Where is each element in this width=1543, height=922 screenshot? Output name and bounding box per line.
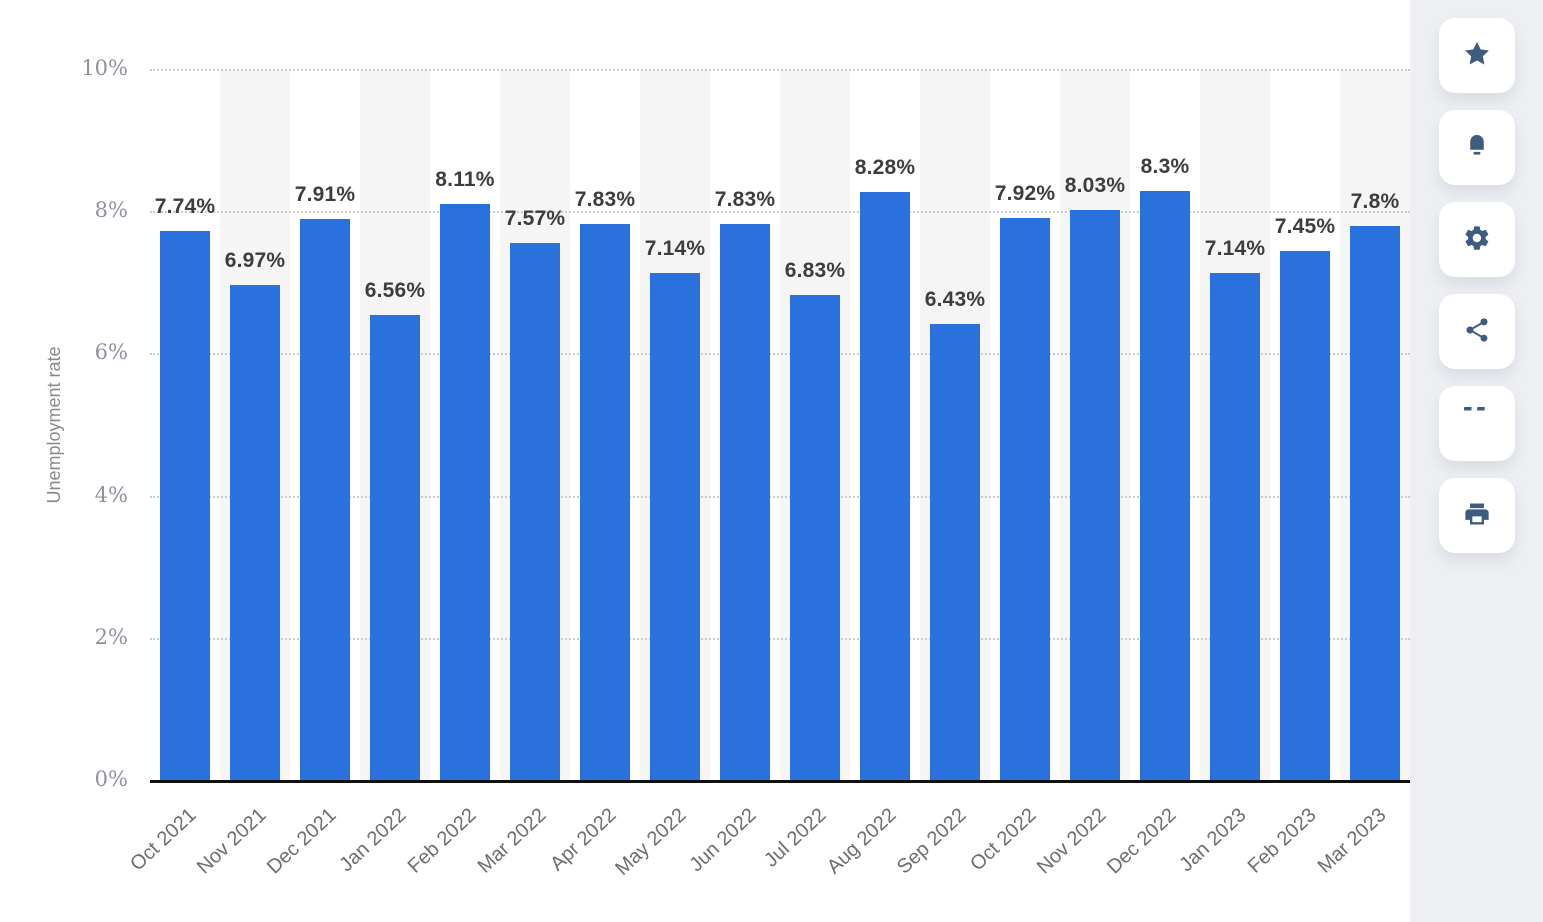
bar-value-label: 7.45% — [1274, 215, 1336, 239]
bar-value-label: 7.57% — [504, 206, 566, 230]
x-axis-label: Oct 2021 — [126, 803, 201, 876]
bar-value-label: 8.03% — [1064, 174, 1126, 198]
bar[interactable] — [300, 218, 350, 781]
bar[interactable] — [510, 242, 560, 781]
bar-value-label: 6.56% — [364, 278, 426, 302]
share-button[interactable] — [1438, 294, 1515, 369]
bar[interactable] — [370, 314, 420, 781]
plot-area: Unemployment rate 0% 2% 4% 6% 8% 10% 7.74% 6.97… — [44, 56, 1410, 880]
bar[interactable] — [860, 192, 910, 781]
y-gridline — [150, 211, 1410, 214]
bar[interactable] — [1000, 217, 1050, 781]
y-gridline — [150, 495, 1410, 498]
favorite-button[interactable] — [1438, 18, 1515, 93]
bar-value-label: 7.83% — [714, 188, 776, 212]
bar-value-label: 7.92% — [994, 181, 1056, 205]
bar-value-label: 8.3% — [1140, 154, 1190, 178]
bar-value-label: 7.74% — [154, 194, 216, 218]
x-axis-line — [150, 780, 1410, 783]
bar-value-label: 6.43% — [924, 287, 986, 311]
bar-value-label: 7.14% — [1204, 237, 1266, 261]
bar[interactable] — [440, 204, 490, 781]
bar-value-label: 8.28% — [854, 156, 916, 180]
bar-value-label: 7.83% — [574, 188, 636, 212]
bar-chart: Unemployment rate 0% 2% 4% 6% 8% 10% 7.74% 6.97… — [44, 56, 1410, 880]
bell-icon — [1463, 132, 1491, 163]
bar[interactable] — [230, 285, 280, 781]
bar-value-label: 7.8% — [1350, 190, 1400, 214]
bar-value-label: 8.11% — [435, 168, 495, 192]
y-axis-title: Unemployment rate — [44, 346, 64, 504]
y-axis-tick-label: 8% — [94, 198, 128, 223]
notifications-button[interactable] — [1438, 110, 1515, 185]
y-axis-tick-label: 6% — [94, 340, 128, 365]
bar[interactable] — [650, 273, 700, 781]
quote-icon: “ — [1459, 406, 1494, 441]
bar[interactable] — [930, 323, 980, 781]
bar-value-label: 7.14% — [644, 237, 706, 261]
y-axis-tick-label: 0% — [94, 767, 128, 791]
y-gridline — [150, 353, 1410, 356]
bar[interactable] — [1350, 226, 1400, 781]
bar[interactable] — [790, 295, 840, 781]
y-axis-tick-label: 10% — [81, 56, 128, 80]
share-icon — [1463, 316, 1491, 347]
y-gridline — [150, 637, 1410, 640]
bar-value-label: 6.97% — [224, 249, 286, 273]
bar[interactable] — [580, 224, 630, 781]
settings-button[interactable] — [1438, 202, 1515, 277]
bar[interactable] — [160, 230, 210, 781]
gear-icon — [1463, 224, 1491, 255]
bar[interactable] — [1210, 273, 1260, 781]
bar[interactable] — [720, 224, 770, 781]
bar[interactable] — [1070, 210, 1120, 781]
print-icon — [1463, 500, 1491, 531]
bar-value-label: 7.91% — [294, 182, 356, 206]
action-rail: “ — [1410, 0, 1543, 922]
print-button[interactable] — [1438, 478, 1515, 553]
y-gridline — [150, 69, 1410, 71]
bar[interactable] — [1140, 190, 1190, 781]
bar[interactable] — [1280, 251, 1330, 781]
bar-value-label: 6.83% — [784, 259, 846, 283]
star-icon — [1463, 40, 1491, 71]
cite-button[interactable]: “ — [1438, 386, 1515, 461]
y-axis-tick-label: 4% — [94, 482, 128, 507]
y-axis-tick-label: 2% — [94, 624, 128, 649]
